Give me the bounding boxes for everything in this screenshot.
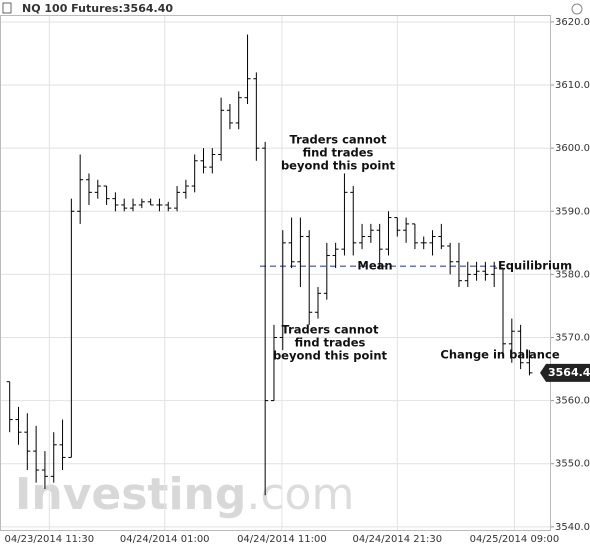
annotation: Traders cannot xyxy=(282,323,379,337)
annotation: Change in balance xyxy=(440,348,559,362)
y-tick-label: 3570.00 xyxy=(555,333,590,344)
settings-icon[interactable] xyxy=(571,3,583,15)
y-tick-label: 3600.00 xyxy=(555,143,590,154)
y-tick-label: 3590.00 xyxy=(555,206,590,217)
mean-label: Mean xyxy=(357,259,392,273)
chart-title: NQ 100 Futures:3564.40 xyxy=(22,2,173,15)
x-tick-label: 04/24/2014 11:00 xyxy=(237,534,327,545)
title-icon xyxy=(2,2,12,14)
annotation: Equilibrium xyxy=(498,259,572,273)
annotation: Traders cannot xyxy=(290,133,387,147)
watermark: Investing.com xyxy=(15,469,354,520)
x-tick-label: 04/25/2014 09:00 xyxy=(470,534,560,545)
plot-frame xyxy=(0,15,551,531)
x-tick-label: 04/24/2014 21:30 xyxy=(352,534,442,545)
y-tick-label: 3620.00 xyxy=(555,17,590,28)
watermark-suffix: .com xyxy=(246,469,354,520)
last-price-box xyxy=(540,363,590,382)
annotation: beyond this point xyxy=(273,349,388,363)
last-price-label: 3564.4 xyxy=(548,366,590,379)
x-tick-label: 04/24/2014 01:00 xyxy=(120,534,210,545)
annotation: find trades xyxy=(295,336,366,350)
y-tick-label: 3580.00 xyxy=(555,269,590,280)
annotation: find trades xyxy=(303,146,374,160)
annotation: beyond this point xyxy=(281,159,396,173)
y-tick-label: 3560.00 xyxy=(555,396,590,407)
y-tick-label: 3550.00 xyxy=(555,459,590,470)
y-tick-label: 3610.00 xyxy=(555,80,590,91)
x-tick-label: 04/23/2014 11:30 xyxy=(5,534,95,545)
y-tick-label: 3540.00 xyxy=(555,522,590,533)
